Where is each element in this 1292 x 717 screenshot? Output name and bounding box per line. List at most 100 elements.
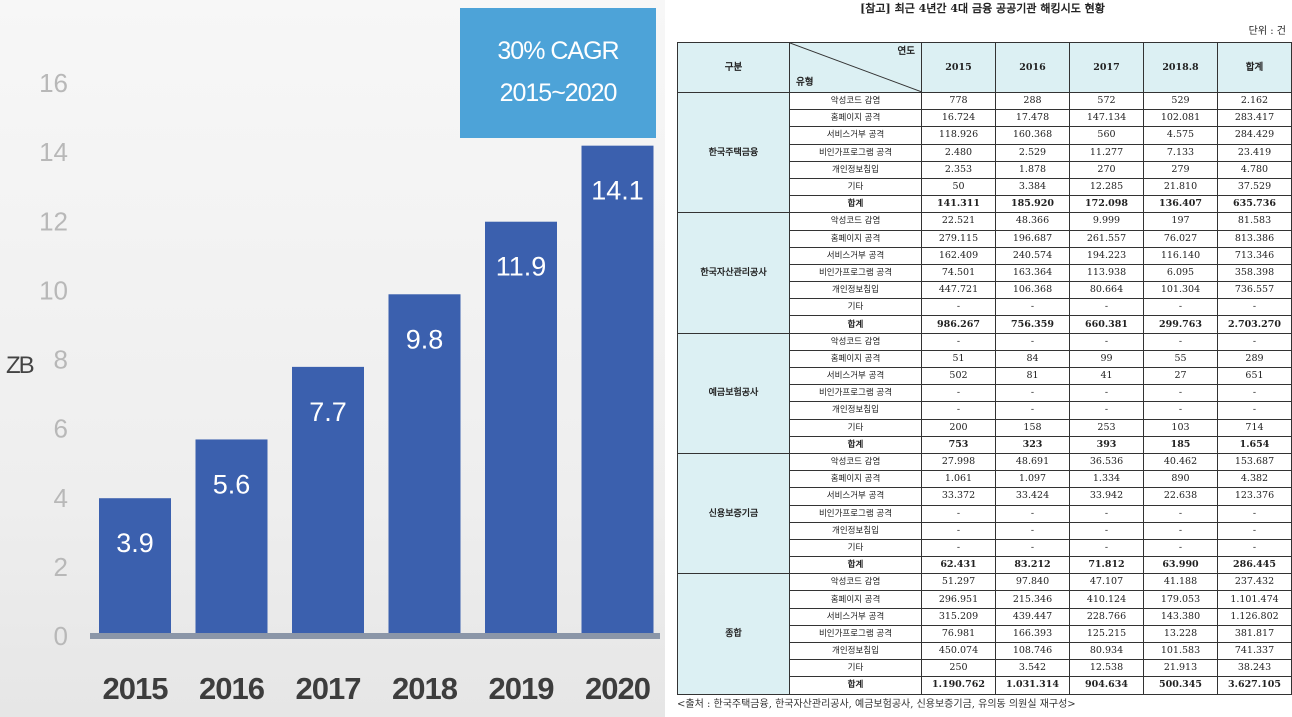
table-cell: 81 xyxy=(995,366,1070,386)
table-cell: 1.126.802 xyxy=(1217,607,1292,626)
table-cell: - xyxy=(995,384,1070,403)
table-cell: 2.162 xyxy=(1217,91,1292,111)
y-tick-label: 12 xyxy=(39,206,68,236)
group-name: 한국자산관리공사 xyxy=(677,212,790,334)
table-cell: 439.447 xyxy=(995,607,1070,626)
row-type: 개인정보침입 xyxy=(789,281,922,300)
bar-value-label: 3.9 xyxy=(116,528,154,558)
header-col-2017: 2017 xyxy=(1069,42,1144,93)
table-cell: 296.951 xyxy=(921,590,996,609)
table-cell: 125.215 xyxy=(1069,624,1144,644)
cagr-period: 2015~2020 xyxy=(499,79,618,107)
table-cell: 33.424 xyxy=(995,487,1070,506)
table-cell: 147.134 xyxy=(1069,109,1144,128)
table-cell: - xyxy=(1069,521,1144,540)
table-cell: 136.407 xyxy=(1143,195,1218,214)
table-cell: - xyxy=(995,538,1070,558)
y-axis-label: ZB xyxy=(6,352,34,379)
table-cell: 12.285 xyxy=(1069,177,1144,197)
row-type: 비인가프로그램 공격 xyxy=(789,384,922,403)
table-cell: - xyxy=(1069,504,1144,523)
table-cell: - xyxy=(995,332,1070,351)
table-cell: 41 xyxy=(1069,366,1144,386)
table-cell: 502 xyxy=(921,366,996,386)
table-row: 예금보험공사 악성코드 감염 - - - - - xyxy=(677,332,1292,454)
table-row: 개인정보침입 2.353 1.878 270 279 4.780 xyxy=(678,160,1292,179)
table-cell: 48.691 xyxy=(995,452,1070,472)
table-cell: 4.575 xyxy=(1143,126,1218,145)
table-cell: 113.938 xyxy=(1069,263,1144,283)
row-type: 악성코드 감염 xyxy=(789,332,922,351)
table-cell: 315.209 xyxy=(921,607,996,626)
table-cell: 16.724 xyxy=(921,109,996,128)
table-cell: 80.664 xyxy=(1069,281,1144,300)
bar-value-label: 11.9 xyxy=(496,252,547,282)
table-cell: 3.542 xyxy=(995,659,1070,678)
table-cell: 3.384 xyxy=(995,177,1070,197)
group-name: 종합 xyxy=(677,573,790,695)
bar xyxy=(485,221,557,634)
table-row: 비인가프로그램 공격 76.981 166.393 125.215 13.228 381.… xyxy=(678,624,1292,644)
table-cell: 118.926 xyxy=(921,126,996,145)
table-cell: - xyxy=(1069,384,1144,403)
row-type: 홈페이지 공격 xyxy=(789,229,922,248)
table-cell: 381.817 xyxy=(1217,624,1292,644)
row-type: 비인가프로그램 공격 xyxy=(789,504,922,523)
table-cell: 51.297 xyxy=(921,573,996,592)
table-cell: 1.190.762 xyxy=(921,676,996,695)
row-type: 서비스거부 공격 xyxy=(789,487,922,506)
diagonal-line xyxy=(790,43,921,92)
header-col-2015: 2015 xyxy=(921,42,996,93)
table-cell: 778 xyxy=(921,91,996,111)
table-cell: 813.386 xyxy=(1217,229,1292,248)
header-type: 유형 xyxy=(796,77,814,88)
table-cell: 71.812 xyxy=(1069,556,1144,575)
table-cell: 660.381 xyxy=(1069,315,1144,334)
table-cell: 33.372 xyxy=(921,487,996,506)
table-cell: - xyxy=(921,504,996,523)
table-cell: 286.445 xyxy=(1217,556,1292,575)
y-tick-label: 4 xyxy=(54,483,68,513)
header-diagonal: 연도 유형 xyxy=(789,42,922,93)
table-unit: 단위 : 건 xyxy=(1248,26,1286,37)
row-type: 악성코드 감염 xyxy=(789,212,922,231)
table-cell: 36.536 xyxy=(1069,452,1144,472)
table-cell: 101.304 xyxy=(1143,281,1218,300)
table-cell: 904.634 xyxy=(1069,676,1144,695)
table-cell: 237.432 xyxy=(1217,573,1292,592)
table-row: 기타 - - - - - xyxy=(678,538,1292,558)
table-cell: 288 xyxy=(995,91,1070,111)
bar-value-label: 14.1 xyxy=(591,176,644,206)
hacking-attempts-table: 구분 연도 유형 2015 2016 2017 2018.8 합계 한국주택금융… xyxy=(677,42,1292,695)
table-cell: 713.346 xyxy=(1217,246,1292,265)
table-cell: 22.521 xyxy=(921,212,996,231)
row-type: 합계 xyxy=(789,435,922,454)
table-cell: 323 xyxy=(995,435,1070,454)
table-cell: 62.431 xyxy=(921,556,996,575)
table-cell: - xyxy=(1143,384,1218,403)
table-cell: 215.346 xyxy=(995,590,1070,609)
table-cell: 1.878 xyxy=(995,160,1070,179)
cagr-annotation: 30% CAGR 2015~2020 xyxy=(460,8,656,138)
row-type: 비인가프로그램 공격 xyxy=(789,263,922,283)
table-row: 신용보증기금 악성코드 감염 27.998 48.691 36.536 40.462 153… xyxy=(677,452,1292,575)
table-cell: 228.766 xyxy=(1069,607,1144,626)
header-col-2016: 2016 xyxy=(995,42,1070,93)
table-cell: - xyxy=(1069,538,1144,558)
table-cell: 84 xyxy=(995,349,1070,369)
table-row: 개인정보침입 - - - - - xyxy=(678,401,1292,420)
bar-value-label: 7.7 xyxy=(309,397,347,427)
table-cell: 17.478 xyxy=(995,109,1070,128)
table-cell: 3.627.105 xyxy=(1217,676,1292,695)
table-cell: 21.810 xyxy=(1143,177,1218,197)
table-cell: 12.538 xyxy=(1069,659,1144,678)
x-tick-label: 2015 xyxy=(103,671,169,706)
bar xyxy=(388,294,461,633)
table-cell: 2.353 xyxy=(921,160,996,179)
table-cell: 4.780 xyxy=(1217,160,1292,179)
table-cell: 106.368 xyxy=(995,281,1070,300)
table-header-row: 구분 연도 유형 2015 2016 2017 2018.8 합계 xyxy=(677,42,1292,93)
bar-value-label: 9.8 xyxy=(406,324,444,354)
table-row: 개인정보침입 450.074 108.746 80.934 101.583 741.337 xyxy=(678,641,1292,661)
y-tick-label: 8 xyxy=(54,345,68,375)
